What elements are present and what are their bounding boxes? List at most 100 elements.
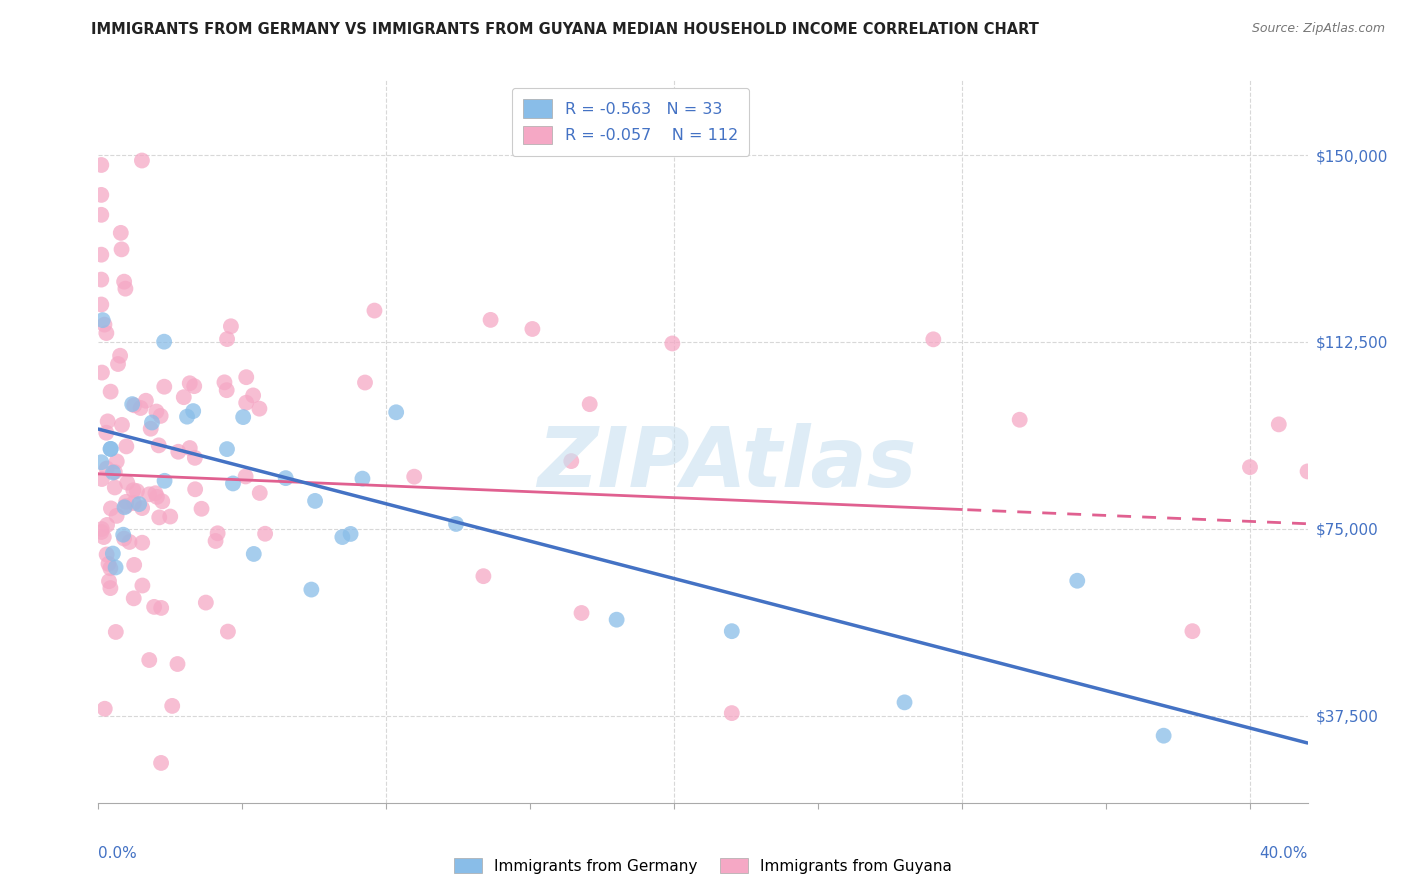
- Point: [153, 334, 176, 349]
- Point: [122, 591, 145, 606]
- Point: [139, 422, 162, 436]
- Point: [184, 450, 207, 465]
- Point: [153, 474, 176, 488]
- Point: [96, 548, 118, 562]
- Point: [183, 379, 205, 393]
- Point: [179, 441, 201, 455]
- Point: [150, 756, 173, 770]
- Point: [90, 472, 112, 486]
- Point: [215, 442, 238, 456]
- Point: [153, 380, 176, 394]
- Point: [90, 187, 112, 202]
- Point: [131, 501, 153, 516]
- Point: [97, 557, 120, 571]
- Point: [90, 158, 112, 172]
- Point: [339, 527, 361, 541]
- Point: [122, 398, 145, 412]
- Point: [1181, 624, 1204, 639]
- Point: [893, 695, 915, 709]
- Point: [159, 509, 181, 524]
- Point: [166, 657, 188, 671]
- Point: [129, 401, 152, 415]
- Point: [90, 522, 112, 536]
- Point: [107, 357, 129, 371]
- Point: [90, 208, 112, 222]
- Point: [97, 414, 120, 428]
- Point: [235, 395, 257, 409]
- Point: [121, 397, 143, 411]
- Point: [96, 326, 118, 340]
- Point: [100, 384, 122, 399]
- Point: [522, 322, 544, 336]
- Point: [145, 404, 167, 418]
- Point: [560, 454, 582, 468]
- Point: [242, 388, 264, 402]
- Point: [444, 516, 467, 531]
- Point: [472, 569, 495, 583]
- Point: [90, 455, 112, 469]
- Point: [181, 404, 204, 418]
- Point: [112, 532, 135, 546]
- Text: 40.0%: 40.0%: [1260, 847, 1308, 861]
- Point: [235, 469, 257, 483]
- Point: [105, 454, 128, 468]
- Point: [131, 578, 153, 592]
- Point: [1296, 465, 1319, 479]
- Point: [1268, 417, 1291, 432]
- Point: [145, 486, 167, 500]
- Point: [148, 438, 170, 452]
- Point: [479, 313, 502, 327]
- Point: [184, 483, 207, 497]
- Point: [115, 439, 138, 453]
- Point: [179, 376, 201, 391]
- Point: [173, 390, 195, 404]
- Point: [274, 471, 297, 485]
- Point: [96, 517, 118, 532]
- Point: [330, 530, 353, 544]
- Point: [112, 527, 135, 541]
- Text: 0.0%: 0.0%: [98, 847, 138, 861]
- Point: [578, 397, 600, 411]
- Point: [101, 547, 124, 561]
- Point: [91, 313, 114, 327]
- Point: [247, 401, 270, 416]
- Legend: Immigrants from Germany, Immigrants from Guyana: Immigrants from Germany, Immigrants from…: [449, 852, 957, 880]
- Point: [100, 501, 122, 516]
- Point: [93, 530, 115, 544]
- Point: [304, 494, 326, 508]
- Point: [1153, 729, 1175, 743]
- Point: [1239, 460, 1261, 475]
- Point: [128, 497, 150, 511]
- Point: [217, 624, 239, 639]
- Point: [149, 409, 172, 423]
- Point: [96, 461, 118, 475]
- Point: [720, 624, 742, 639]
- Point: [176, 409, 198, 424]
- Text: IMMIGRANTS FROM GERMANY VS IMMIGRANTS FROM GUYANA MEDIAN HOUSEHOLD INCOME CORREL: IMMIGRANTS FROM GERMANY VS IMMIGRANTS FR…: [91, 22, 1039, 37]
- Point: [167, 444, 190, 458]
- Point: [91, 366, 114, 380]
- Point: [363, 303, 385, 318]
- Point: [131, 535, 153, 549]
- Point: [104, 480, 127, 494]
- Point: [404, 469, 426, 483]
- Point: [138, 487, 160, 501]
- Point: [104, 624, 127, 639]
- Point: [100, 442, 122, 456]
- Point: [1008, 413, 1031, 427]
- Point: [131, 153, 153, 168]
- Point: [122, 558, 145, 572]
- Point: [98, 561, 121, 575]
- Point: [114, 500, 136, 515]
- Point: [150, 601, 173, 615]
- Point: [299, 582, 322, 597]
- Point: [214, 376, 236, 390]
- Point: [204, 533, 226, 548]
- Point: [207, 526, 229, 541]
- Point: [115, 499, 138, 513]
- Point: [354, 376, 377, 390]
- Point: [90, 272, 112, 286]
- Point: [720, 706, 742, 720]
- Point: [105, 508, 128, 523]
- Legend: R = -0.563   N = 33, R = -0.057    N = 112: R = -0.563 N = 33, R = -0.057 N = 112: [512, 88, 749, 155]
